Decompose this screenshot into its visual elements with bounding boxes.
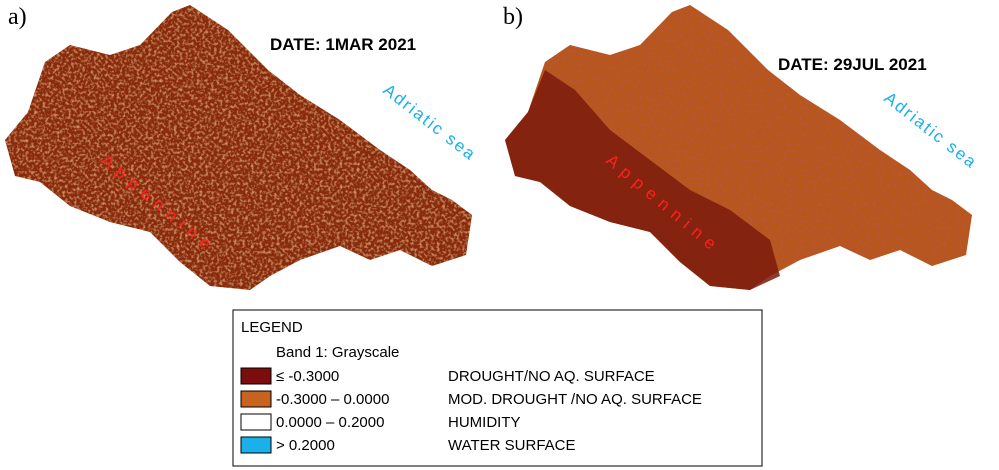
legend-range: 0.0000 – 0.2000 <box>276 414 384 431</box>
legend-title: LEGEND <box>241 319 303 336</box>
sea-label: Adriatic sea <box>881 88 982 172</box>
figure: a) DATE: 1MAR 2021 Adriatic sea Appennin… <box>0 0 999 470</box>
legend-description: MOD. DROUGHT /NO AQ. SURFACE <box>448 391 702 408</box>
legend-description: DROUGHT/NO AQ. SURFACE <box>448 368 655 385</box>
legend-band: Band 1: Grayscale <box>276 344 399 361</box>
panel-label: a) <box>8 4 27 30</box>
legend-description: WATER SURFACE <box>448 437 576 454</box>
panel-label: b) <box>503 4 523 30</box>
legend-swatch <box>241 391 271 407</box>
legend-swatch <box>241 368 271 384</box>
legend-description: HUMIDITY <box>448 414 521 431</box>
legend-range: -0.3000 – 0.0000 <box>276 391 389 408</box>
legend-range: ≤ -0.3000 <box>276 368 339 385</box>
legend-swatch <box>241 414 271 430</box>
panel-a: a) DATE: 1MAR 2021 Adriatic sea Appennin… <box>5 4 480 290</box>
legend: LEGEND Band 1: Grayscale ≤ -0.3000 DROUGH… <box>233 310 762 466</box>
date-label: DATE: 1MAR 2021 <box>270 35 416 54</box>
sea-label: Adriatic sea <box>380 80 481 164</box>
date-label: DATE: 29JUL 2021 <box>778 55 927 74</box>
legend-swatch <box>241 437 271 453</box>
legend-range: > 0.2000 <box>276 437 335 454</box>
panel-b: b) DATE: 29JUL 2021 Adriatic sea Appenni… <box>503 4 981 290</box>
